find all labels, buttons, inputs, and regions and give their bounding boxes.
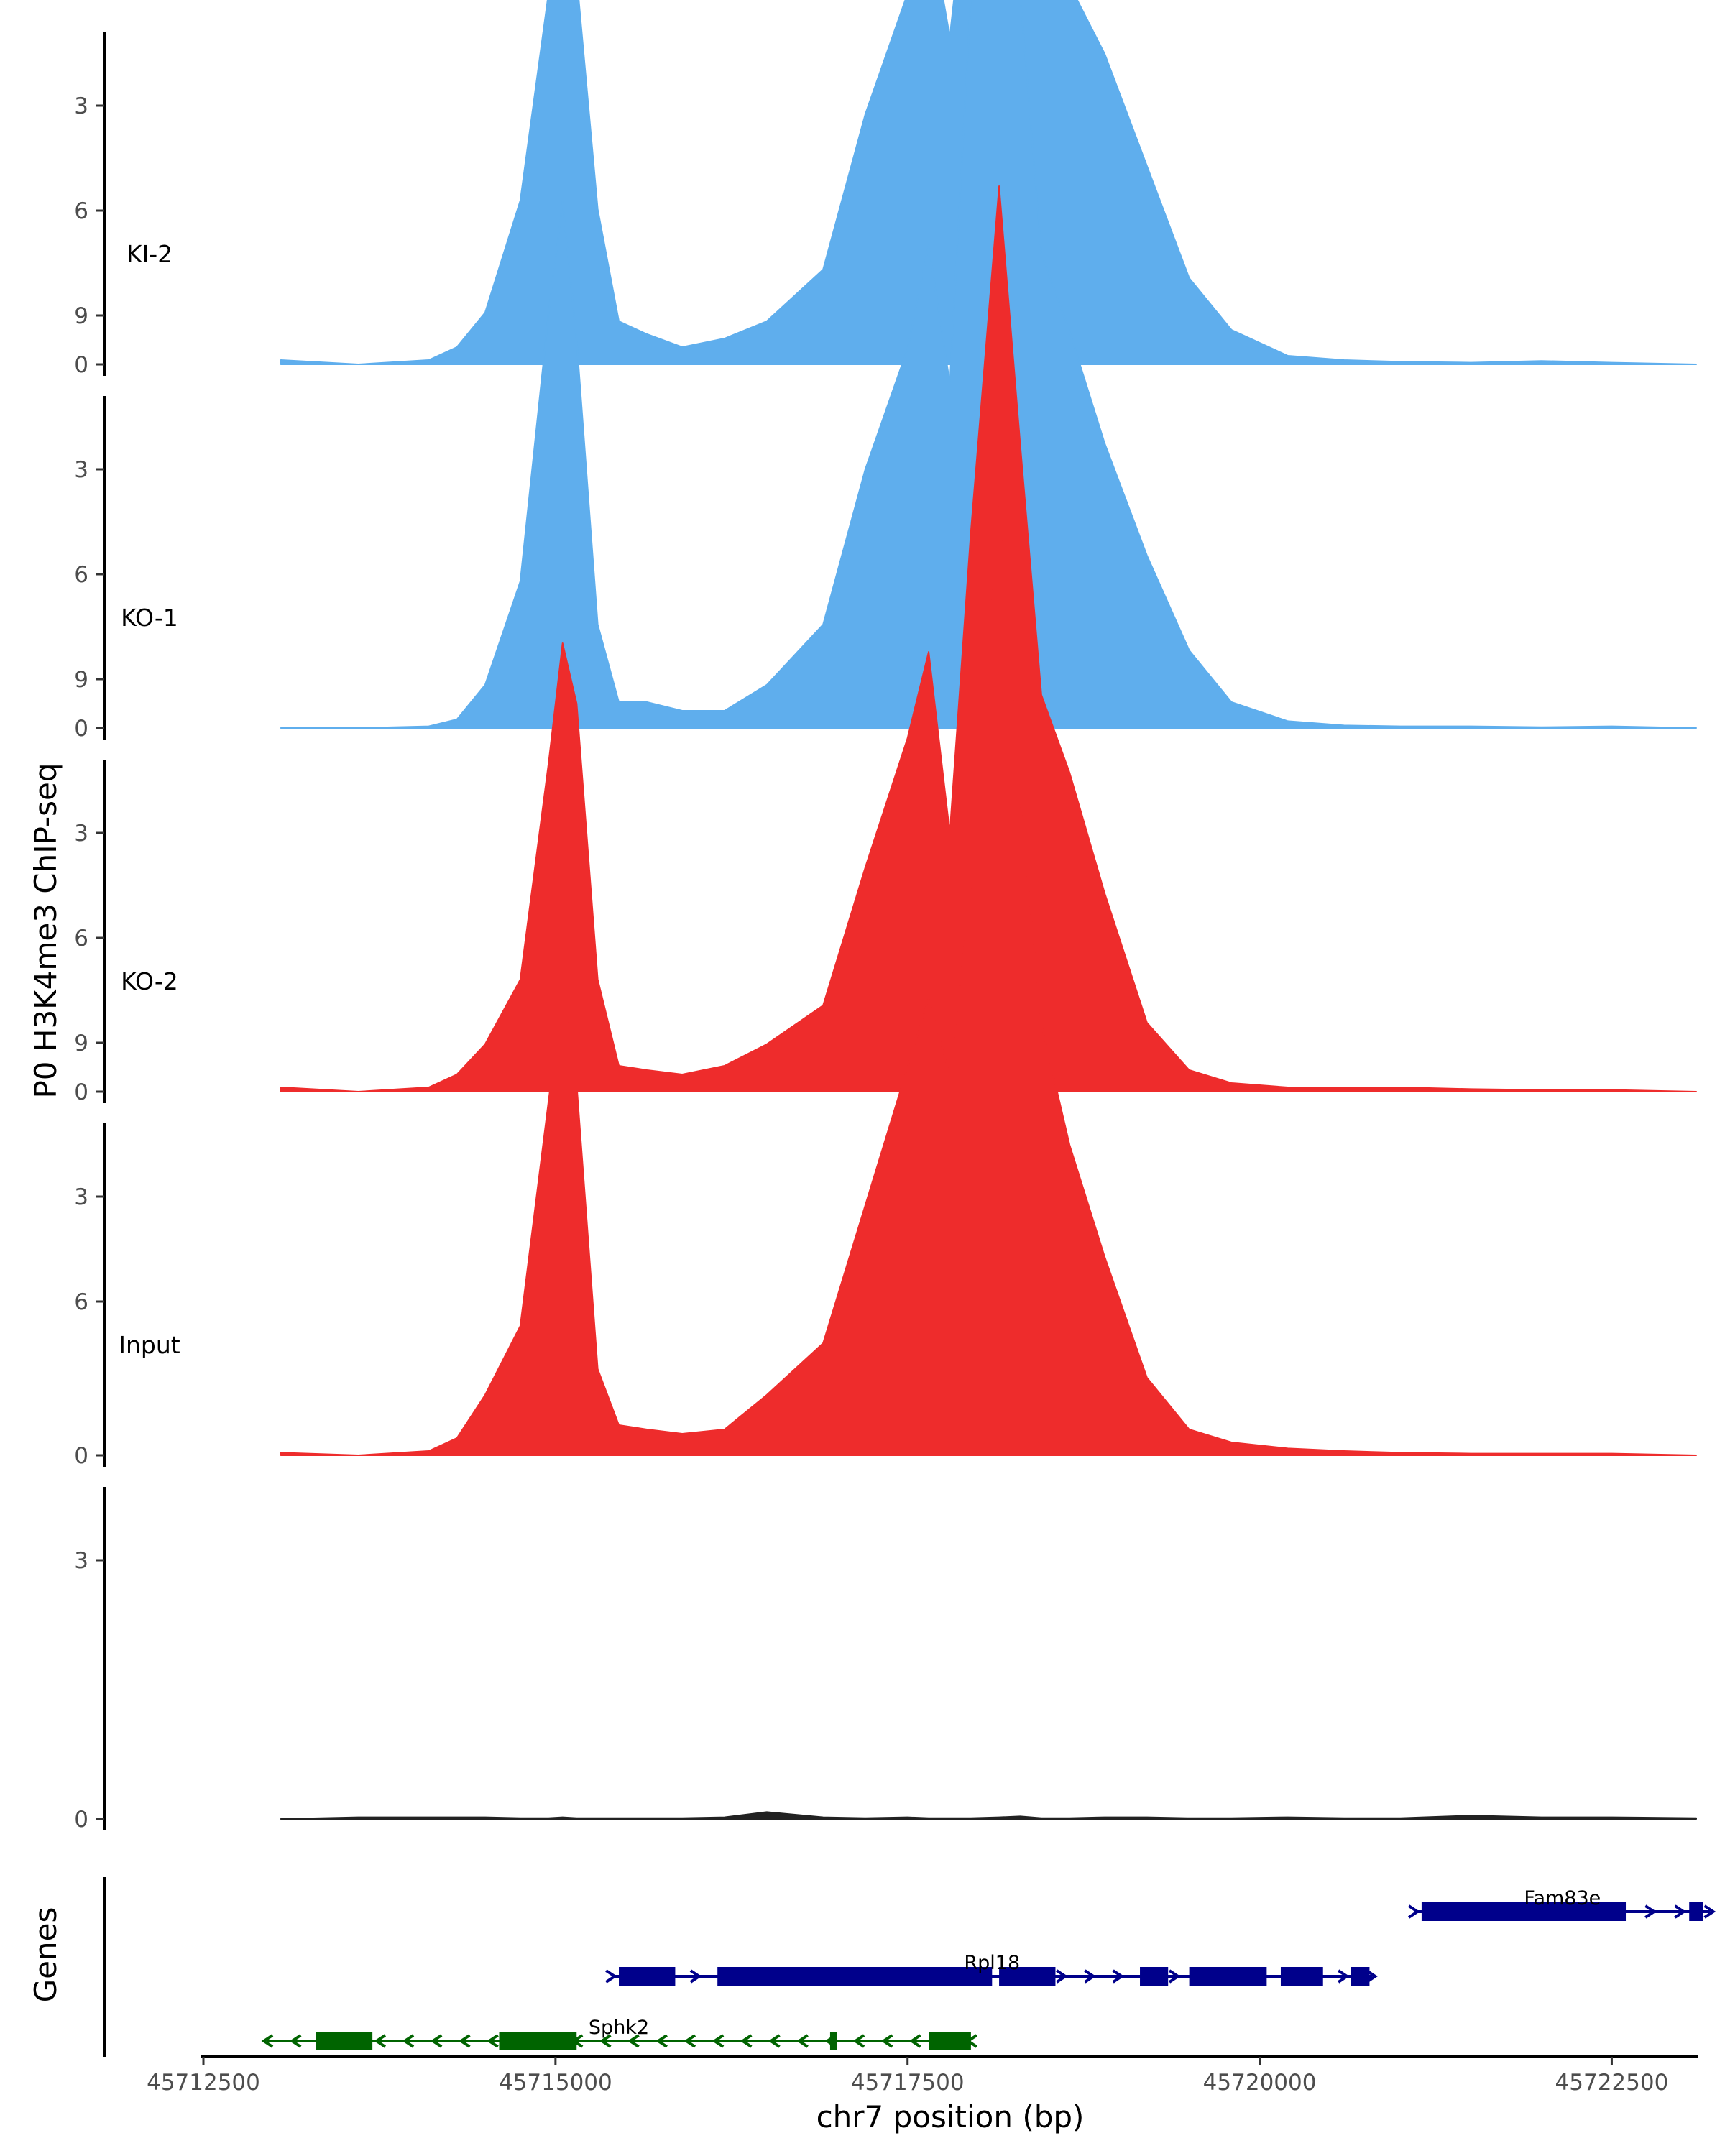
track-input: 0 3 6 9 Input <box>74 1031 1697 1833</box>
x-tick-label: 45720000 <box>1203 2070 1317 2096</box>
strand-arrow-icon <box>458 2034 471 2048</box>
strand-arrow-icon <box>599 2034 612 2048</box>
strand-arrow-icon <box>684 2034 696 2048</box>
track-ko-2: 0 3 6 9 KO-2 <box>74 506 1697 1469</box>
gene-exon <box>829 2032 837 2050</box>
y-tick-label: 3 <box>74 1184 88 1210</box>
strand-arrow-icon <box>689 1969 702 1984</box>
y-axis-title: P0 H3K4me3 ChIP-seq <box>28 763 63 1098</box>
y-tick-label: 0 <box>74 1443 88 1469</box>
gene-exon <box>619 1967 676 1986</box>
strand-arrow-icon <box>768 2034 781 2048</box>
gene-exon <box>717 1967 993 1986</box>
strand-arrow-icon <box>1056 1969 1068 1984</box>
strand-arrow-icon <box>402 2034 415 2048</box>
y-tick-label: 9 <box>74 303 88 329</box>
y-tick-label: 0 <box>74 1807 88 1833</box>
strand-arrow-icon <box>1703 1904 1716 1919</box>
gene-exon <box>1280 1967 1323 1986</box>
coverage-area-input <box>280 1811 1697 1820</box>
gene-exon <box>1421 1902 1627 1921</box>
gene-name-label: Sphk2 <box>589 2017 649 2039</box>
y-tick-label: 0 <box>74 716 88 742</box>
strand-arrow-icon <box>852 2034 865 2048</box>
strand-arrow-icon <box>1644 1904 1657 1919</box>
strand-arrow-icon <box>1338 1969 1350 1984</box>
y-tick-label: 9 <box>74 1031 88 1056</box>
x-axis-title: chr7 position (bp) <box>816 2099 1085 2134</box>
coverage-area-ko-2 <box>280 506 1697 1456</box>
strand-arrow-icon <box>796 2034 809 2048</box>
y-tick-label: 3 <box>74 93 88 119</box>
strand-arrow-icon <box>740 2034 753 2048</box>
x-tick-label: 45715000 <box>499 2070 612 2096</box>
gene-rpl18: Rpl18 <box>605 1952 1378 1986</box>
x-axis: 45712500 45715000 45717500 45720000 45722500 <box>147 2055 1698 2096</box>
x-tick-label: 45712500 <box>147 2070 260 2096</box>
y-tick-label: 3 <box>74 1548 88 1574</box>
y-tick-label: 9 <box>74 667 88 693</box>
strand-arrow-icon <box>430 2034 443 2048</box>
gene-exon <box>316 2032 373 2050</box>
strand-arrow-icon <box>1084 1969 1097 1984</box>
y-tick-label: 6 <box>74 1289 88 1315</box>
strand-arrow-icon <box>908 2034 921 2048</box>
y-tick-label: 0 <box>74 352 88 378</box>
x-tick-label: 45717500 <box>851 2070 965 2096</box>
y-tick-label: 3 <box>74 457 88 483</box>
track-ki-1: 0369KI-1 <box>74 0 1697 378</box>
y-tick-label: 6 <box>74 926 88 952</box>
x-tick-label: 45722500 <box>1555 2070 1669 2096</box>
gene-exon <box>499 2032 577 2050</box>
gene-sphk2: Sphk2 <box>261 2017 978 2050</box>
strand-arrow-icon <box>656 2034 668 2048</box>
strand-arrow-icon <box>1112 1969 1125 1984</box>
strand-arrow-icon <box>880 2034 893 2048</box>
y-tick-label: 6 <box>74 562 88 588</box>
gene-exon <box>999 1967 1056 1986</box>
track-label: KO-2 <box>121 967 178 995</box>
y-tick-label: 6 <box>74 198 88 224</box>
y-tick-label: 0 <box>74 1079 88 1105</box>
strand-arrow-icon <box>487 2034 499 2048</box>
gene-name-label: Fam83e <box>1524 1887 1601 1909</box>
track-label: Input <box>119 1331 180 1359</box>
strand-arrow-icon <box>374 2034 387 2048</box>
strand-arrow-icon <box>712 2034 724 2048</box>
gene-fam83e: Fam83e <box>1408 1887 1716 1921</box>
genes-panel: Fam83e Rpl18 Sphk2 <box>103 1877 1716 2057</box>
gene-exon <box>1689 1902 1703 1921</box>
tracks-group: 0369KI-10369KI-20369KO-10369KO-20369Inpu… <box>74 0 1697 1833</box>
gene-exon <box>929 2032 971 2050</box>
strand-arrow-icon <box>627 2034 640 2048</box>
track-ko-1: 0 3 6 9 KO-1 <box>74 185 1697 1105</box>
strand-arrow-icon <box>605 1969 617 1984</box>
gene-exon <box>1140 1967 1169 1986</box>
strand-arrow-icon <box>289 2034 302 2048</box>
gene-exon <box>1351 1967 1370 1986</box>
track-label: KI-2 <box>126 240 172 268</box>
strand-arrow-icon <box>1168 1969 1181 1984</box>
track-label: KO-1 <box>121 604 178 632</box>
coverage-area-ko-1 <box>280 185 1697 1092</box>
strand-arrow-icon <box>1408 1904 1420 1919</box>
gene-exon <box>1189 1967 1267 1986</box>
strand-arrow-icon <box>1674 1904 1687 1919</box>
y-tick-label: 3 <box>74 821 88 847</box>
genes-axis-title: Genes <box>28 1907 63 2003</box>
strand-arrow-icon <box>261 2034 274 2048</box>
gene-name-label: Rpl18 <box>964 1952 1020 1974</box>
